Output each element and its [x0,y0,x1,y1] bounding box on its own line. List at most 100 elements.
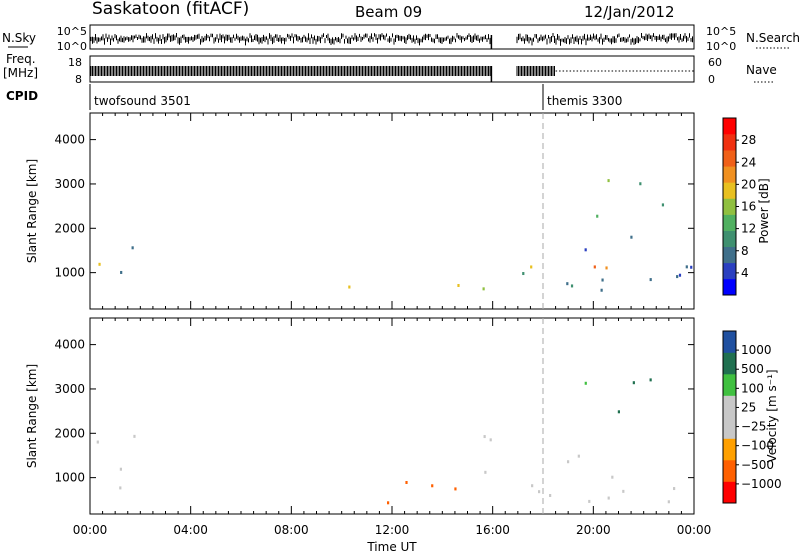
power-colorbar-label: Power [dB] [757,178,771,243]
scatter-cell [639,182,642,186]
freq-trace [90,66,694,82]
scatter-cell [617,410,620,414]
nsky-tick-bottom: 10^0 [57,40,87,53]
time-tick-label: 12:00 [375,523,410,537]
power-axes: 1000 2000 3000 4000 [54,113,695,309]
colorbar-tick-label: 4 [741,266,749,280]
scatter-cell [96,440,99,444]
scatter-cell [119,467,122,471]
scatter-cell [607,179,610,183]
colorbar-tick-label: −500 [741,458,774,472]
nsky-strip: N.Sky 10^5 10^0 10^5 10^0 N.Search [2,24,800,53]
colorbar-swatch [723,214,736,231]
scatter-cell [661,203,665,207]
station-title: Saskatoon (fitACF) [92,0,249,19]
y-tick-label: 3000 [54,177,85,191]
colorbar-swatch [723,374,736,396]
scatter-cell [630,235,633,239]
y-tick-label: 2000 [54,426,85,440]
colorbar-tick-label: −1000 [741,477,782,491]
beam-label: Beam 09 [355,3,422,21]
nsearch-tick-bottom: 10^0 [706,40,736,53]
scatter-cell [454,487,457,491]
y-tick-label: 4000 [54,133,85,147]
scatter-cell [600,288,603,292]
colorbar-swatch [723,395,736,418]
scatter-cell [483,435,486,439]
scatter-cell [577,454,580,458]
scatter-cell [649,378,652,382]
scatter-cell [98,262,101,266]
freq-tick-top: 18 [68,56,82,69]
scatter-cell [588,499,591,503]
scatter-cell [549,494,552,498]
nave-label: Nave [746,63,777,77]
colorbar-swatch [723,417,736,439]
colorbar-swatch [723,460,736,482]
scatter-cell [431,484,434,488]
scatter-cell [678,273,682,277]
time-axis: 00:00 04:00 08:00 12:00 16:00 20:00 00:00 [73,523,712,537]
colorbar-swatch [723,134,736,151]
cpid-mode-label: twofsound 3501 [94,94,191,108]
freq-strip: Freq. [MHz] 18 8 60 0 Nave [3,52,777,86]
nsky-trace [90,33,693,49]
scatter-cell [386,501,390,505]
y-tick-label: 1000 [54,471,85,485]
freq-tick-bottom: 8 [75,73,82,86]
power-ylabel: Slant Range [km] [25,159,39,263]
scatter-cell [673,487,676,491]
nave-tick-bottom: 0 [708,73,715,86]
velocity-panel-frame [89,317,695,515]
scatter-cell [484,470,487,474]
scatter-cell [685,265,688,269]
colorbar-swatch [723,182,736,199]
scatter-cell [131,246,134,250]
velocity-colorbar-label: Velocity [m s⁻¹] [765,369,779,462]
colorbar-swatch [723,278,736,296]
scatter-cell [611,475,614,479]
time-tick-label: 00:00 [73,523,108,537]
colorbar-tick-label: −100 [741,439,774,453]
time-tick-label: 00:00 [677,523,712,537]
y-tick-label: 3000 [54,382,85,396]
scatter-cell [570,284,574,288]
scatter-cell [457,283,460,287]
nsky-label: N.Sky [2,31,36,45]
colorbar-tick-label: 12 [741,222,756,236]
scatter-cell [566,460,570,464]
time-tick-label: 08:00 [274,523,309,537]
scatter-cell [348,285,351,289]
time-tick-label: 20:00 [576,523,611,537]
colorbar-swatch [723,331,736,353]
y-tick-label: 2000 [54,221,85,235]
colorbar-tick-label: 16 [741,200,756,214]
scatter-cell [119,486,122,490]
colorbar-frame [722,330,737,504]
scatter-cell [482,287,485,291]
colorbar-tick-label: 100 [741,381,764,395]
colorbar-tick-label: 1000 [741,343,772,357]
colorbar-tick-label: 20 [741,177,756,191]
scatter-cell [405,480,408,484]
time-tick-label: 16:00 [475,523,510,537]
cpid-marks: twofsound 3501 themis 3300 [89,84,622,110]
power-scatter [98,179,693,292]
colorbar-swatch [723,150,736,167]
colorbar-swatch [723,246,736,264]
scatter-cell [584,381,587,385]
nsky-tick-top: 10^5 [57,25,87,38]
velocity-panel: 1000 2000 3000 4000 Slant Range [km] 1000 50… [25,317,782,515]
scatter-cell [676,275,679,279]
scatter-cell [522,272,525,276]
colorbar-swatch [723,166,736,183]
velocity-axes: 1000 2000 3000 4000 [54,318,695,514]
colorbar-swatch [723,198,736,215]
scatter-cell [622,489,625,493]
cpid-row: CPID twofsound 3501 themis 3300 [6,84,622,110]
scatter-cell [489,438,492,442]
date-label: 12/Jan/2012 [584,3,675,21]
freq-label: Freq. [6,52,36,66]
time-axis-label: Time UT [366,540,417,554]
